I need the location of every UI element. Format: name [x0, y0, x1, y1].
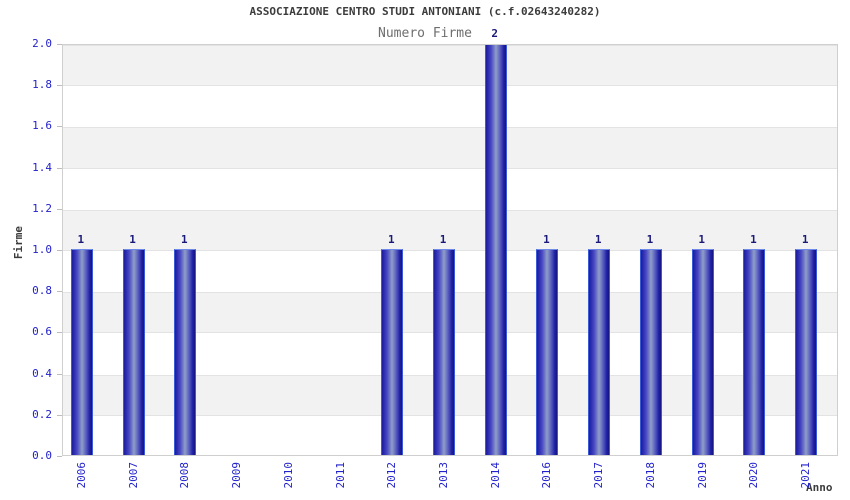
y-tick-label: 0.8: [32, 284, 52, 298]
y-tick-label: 1.2: [32, 201, 52, 215]
bar: [433, 249, 455, 455]
y-tick-mark: [57, 167, 62, 169]
x-tick-label: 2007: [126, 462, 140, 489]
y-tick-label: 2.0: [32, 37, 52, 50]
bar-value-label: 1: [750, 233, 757, 246]
y-tick-mark: [57, 456, 62, 457]
bar: [381, 249, 404, 455]
y-tick-mark: [57, 414, 62, 416]
y-tick-label: 0.6: [32, 325, 52, 339]
x-tick-label: 2012: [385, 462, 399, 489]
bar: [122, 249, 145, 455]
bar-value-label: 1: [543, 233, 550, 246]
y-tick-mark: [57, 291, 62, 293]
bars-layer: [63, 45, 837, 455]
y-tick-label: 0.0: [32, 449, 52, 462]
bar-value-label: 1: [387, 233, 395, 246]
plot-area: [62, 44, 838, 456]
bar-value-label: 1: [646, 233, 654, 246]
y-tick-label: 1.6: [32, 119, 52, 133]
bar-value-label: 1: [129, 233, 136, 246]
x-tick-label: 2013: [437, 462, 450, 489]
x-tick-label: 2016: [540, 462, 554, 489]
x-tick-label: 2021: [799, 462, 813, 489]
gridline-band: [63, 45, 837, 87]
y-tick-mark: [57, 332, 62, 334]
bar: [795, 249, 818, 455]
bar: [174, 249, 197, 455]
x-axis-title: Anno: [806, 481, 833, 494]
chart-subtitle: Numero Firme: [378, 26, 472, 41]
bar: [536, 249, 559, 455]
bar: [639, 249, 662, 455]
bar-value-label: 1: [181, 233, 188, 246]
x-tick-label: 2009: [230, 462, 244, 489]
x-tick-label: 2010: [281, 462, 295, 489]
bar-value-label: 1: [594, 233, 602, 246]
y-tick-mark: [57, 373, 62, 375]
y-tick-mark: [57, 44, 62, 45]
x-tick-label: 2020: [747, 462, 761, 489]
bar: [484, 45, 507, 455]
x-tick-label: 2008: [178, 462, 192, 489]
x-tick-label: 2014: [488, 462, 502, 489]
y-tick-mark: [57, 250, 62, 251]
y-tick-label: 1.8: [32, 78, 52, 92]
x-tick-label: 2017: [592, 462, 606, 489]
x-tick-label: 2006: [74, 462, 88, 489]
bar-value-label: 2: [491, 27, 499, 40]
y-tick-label: 1.4: [32, 160, 52, 174]
y-tick-label: 0.4: [32, 366, 52, 380]
bar: [70, 249, 93, 455]
bar-value-label: 1: [698, 233, 705, 246]
y-tick-label: 0.2: [32, 407, 52, 421]
gridline-band: [63, 209, 837, 251]
bar-value-label: 1: [77, 233, 85, 246]
gridline-band: [63, 127, 837, 169]
y-tick-mark: [57, 85, 62, 87]
bar: [743, 249, 766, 455]
y-tick-label: 1.0: [32, 243, 52, 256]
bar-value-label: 1: [801, 233, 809, 246]
y-tick-mark: [57, 126, 62, 128]
x-tick-label: 2018: [643, 462, 657, 489]
chart-title: ASSOCIAZIONE CENTRO STUDI ANTONIANI (c.f…: [249, 5, 601, 18]
x-tick-label: 2019: [695, 462, 709, 489]
bar-value-label: 1: [439, 233, 447, 246]
y-tick-mark: [57, 208, 62, 210]
x-tick-label: 2011: [333, 462, 347, 489]
bar: [691, 249, 714, 455]
bar: [588, 249, 611, 455]
